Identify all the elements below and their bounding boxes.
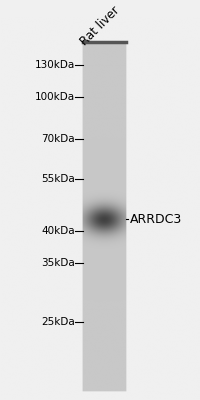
FancyBboxPatch shape	[82, 44, 126, 391]
Text: 35kDa: 35kDa	[41, 258, 74, 268]
Text: 55kDa: 55kDa	[41, 174, 74, 184]
Text: 100kDa: 100kDa	[34, 92, 74, 102]
Text: Rat liver: Rat liver	[77, 4, 121, 48]
Text: 25kDa: 25kDa	[41, 317, 74, 327]
Text: 40kDa: 40kDa	[41, 226, 74, 236]
Text: 130kDa: 130kDa	[34, 60, 74, 70]
Text: 70kDa: 70kDa	[41, 134, 74, 144]
Text: ARRDC3: ARRDC3	[130, 213, 182, 226]
